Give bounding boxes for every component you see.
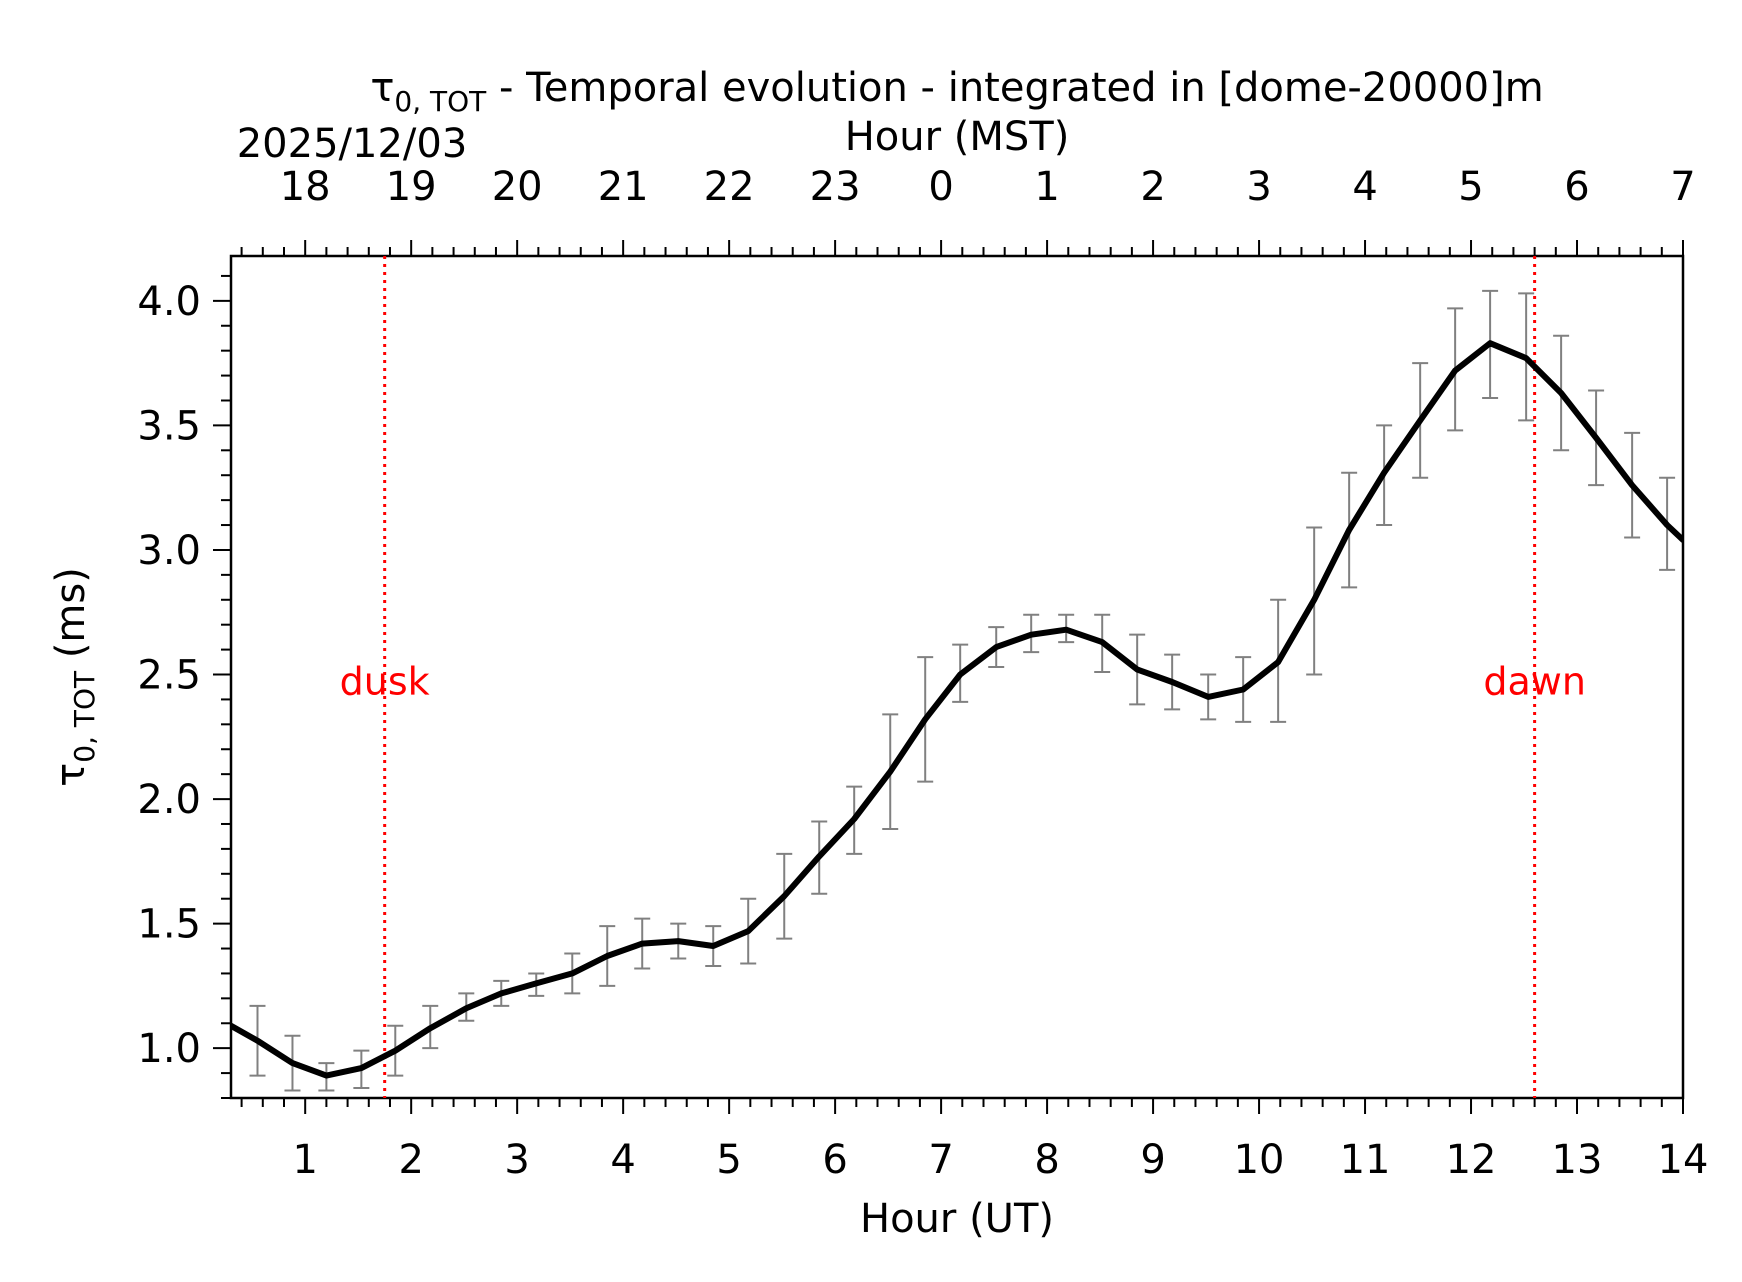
- ylabel-subscript: 0, TOT: [68, 670, 101, 763]
- x-tick-label: 14: [1658, 1137, 1709, 1183]
- y-tick-label: 3.0: [137, 528, 201, 574]
- y-tick-label: 4.0: [137, 279, 201, 325]
- y-tick-label: 3.5: [137, 403, 201, 449]
- x-tick-label: 12: [1446, 1137, 1497, 1183]
- y-tick-label: 1.5: [137, 902, 201, 948]
- x-tick-label: 3: [504, 1137, 529, 1183]
- chart-title: τ0, TOT - Temporal evolution - integrate…: [370, 65, 1543, 118]
- title-subscript: 0, TOT: [394, 85, 487, 118]
- dawn-label: dawn: [1483, 660, 1586, 704]
- x-tick-label: 1: [292, 1137, 317, 1183]
- top-tick-label: 23: [810, 164, 861, 210]
- top-tick-label: 21: [598, 164, 649, 210]
- y-axis-ticks: 1.0 1.5 2.0 2.5 3.0 3.5 4.0: [137, 274, 231, 1099]
- top-tick-label: 19: [386, 164, 437, 210]
- y-axis-label: τ0, TOT (ms): [48, 567, 101, 787]
- title-symbol: τ: [370, 65, 394, 111]
- top-tick-label: 6: [1564, 164, 1589, 210]
- top-tick-label: 1: [1034, 164, 1059, 210]
- top-tick-label: 20: [492, 164, 543, 210]
- x-axis-label: Hour (UT): [860, 1196, 1054, 1242]
- x-tick-label: 13: [1552, 1137, 1603, 1183]
- x-tick-label: 4: [610, 1137, 635, 1183]
- series-line-tau0_tot: [231, 340, 1683, 1079]
- top-tick-label: 2: [1140, 164, 1165, 210]
- top-tick-label: 7: [1670, 164, 1695, 210]
- x-tick-label: 9: [1140, 1137, 1165, 1183]
- title-text: - Temporal evolution - integrated in [do…: [486, 65, 1543, 111]
- x-tick-label: 8: [1034, 1137, 1059, 1183]
- x-tick-label: 6: [822, 1137, 847, 1183]
- top-tick-label: 0: [928, 164, 953, 210]
- plot-area: dusk dawn: [231, 256, 1683, 1098]
- date-label: 2025/12/03: [237, 121, 468, 167]
- top-axis-label: Hour (MST): [845, 114, 1070, 160]
- y-tick-label: 2.5: [137, 653, 201, 699]
- dusk-label: dusk: [340, 660, 430, 704]
- top-tick-label: 18: [280, 164, 331, 210]
- top-tick-label: 3: [1246, 164, 1271, 210]
- top-tick-label: 22: [704, 164, 755, 210]
- ylabel-text: (ms): [48, 567, 94, 671]
- y-tick-label: 2.0: [137, 777, 201, 823]
- plot-frame: [229, 254, 1685, 1100]
- x-tick-label: 2: [398, 1137, 423, 1183]
- x-tick-label: 7: [928, 1137, 953, 1183]
- top-tick-label: 5: [1458, 164, 1483, 210]
- top-tick-label: 4: [1352, 164, 1377, 210]
- x-tick-label: 11: [1340, 1137, 1391, 1183]
- y-tick-label: 1.0: [137, 1026, 201, 1072]
- ylabel-symbol: τ: [48, 763, 94, 787]
- x-tick-label: 5: [716, 1137, 741, 1183]
- x-tick-label: 10: [1234, 1137, 1285, 1183]
